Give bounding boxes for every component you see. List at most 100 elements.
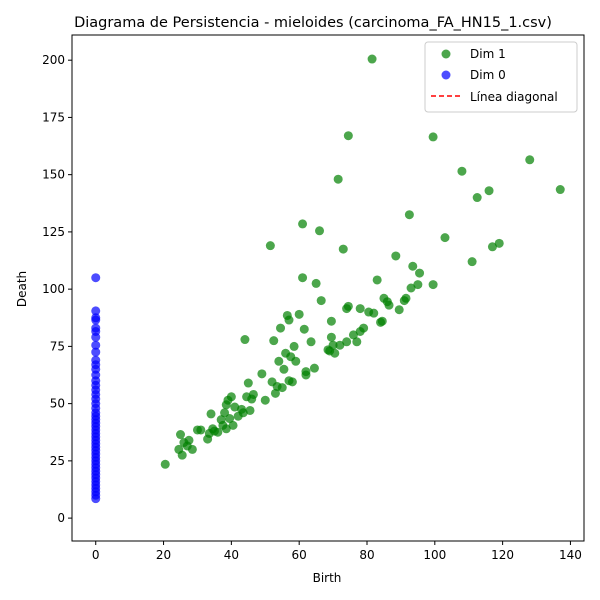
dim1-point (440, 233, 450, 243)
series-dim0 (91, 273, 101, 504)
dim1-point (243, 378, 253, 388)
dim1-point (309, 363, 319, 373)
dim1-point (240, 335, 250, 345)
dim1-point (289, 341, 299, 351)
dim1-point (394, 305, 404, 315)
y-tick-label: 125 (42, 225, 65, 239)
dim1-point (187, 444, 197, 454)
dim1-point (406, 283, 416, 293)
dim1-point (352, 337, 362, 347)
legend-label-diagonal: Línea diagonal (470, 90, 558, 104)
dim1-point (428, 280, 438, 290)
dim1-point (196, 425, 206, 435)
dim1-point (415, 268, 425, 278)
dim1-point (369, 308, 379, 318)
dim1-point (384, 300, 394, 310)
dim1-point (343, 301, 353, 311)
dim1-point (525, 155, 535, 165)
dim1-point (555, 185, 565, 195)
dim1-point (338, 244, 348, 254)
plot-area (71, 34, 585, 542)
x-tick-label: 40 (224, 548, 239, 562)
y-tick-label: 150 (42, 168, 65, 182)
legend-marker-dim1 (441, 49, 451, 59)
y-tick-label: 100 (42, 282, 65, 296)
dim1-point (269, 336, 279, 346)
dim1-point (230, 402, 240, 412)
dim1-point (213, 427, 223, 437)
legend-marker-dim0 (441, 70, 451, 80)
x-tick-label: 20 (156, 548, 171, 562)
dim1-point (228, 420, 238, 430)
dim1-point (355, 304, 365, 314)
dim1-point (274, 356, 284, 366)
dim1-point (298, 273, 308, 283)
legend-label-dim0: Dim 0 (470, 68, 506, 82)
dim0-point (91, 323, 101, 333)
dim1-point (248, 389, 258, 399)
dim1-point (401, 293, 411, 303)
dim1-point (333, 174, 343, 184)
dim1-point (391, 251, 401, 261)
dim1-point (343, 131, 353, 141)
dim1-point (160, 459, 170, 469)
dim1-point (176, 430, 186, 440)
x-tick-label: 100 (423, 548, 446, 562)
dim1-point (484, 186, 494, 196)
dim1-point (206, 409, 216, 419)
dim1-point (291, 356, 301, 366)
dim1-point (177, 450, 187, 460)
dim0-point (91, 340, 101, 350)
dim1-point (298, 219, 308, 229)
x-axis-ticks: 0 20 40 60 80 100 120 140 (92, 541, 582, 562)
dim1-point (342, 337, 352, 347)
dim1-point (315, 226, 325, 236)
dim1-point (184, 435, 194, 445)
x-tick-label: 0 (92, 548, 100, 562)
dim1-point (284, 315, 294, 325)
dim1-point (457, 166, 467, 176)
legend-frame (424, 41, 578, 113)
dim1-point (279, 364, 289, 374)
y-tick-label: 50 (50, 397, 65, 411)
dim1-point (326, 332, 336, 342)
dim1-point (277, 383, 287, 393)
dim1-point (404, 210, 414, 220)
dim1-point (316, 296, 326, 306)
dim1-point (306, 337, 316, 347)
legend-label-dim1: Dim 1 (470, 47, 506, 61)
dim1-point (270, 388, 280, 398)
y-tick-label: 175 (42, 110, 65, 124)
dim0-point (91, 355, 101, 365)
y-tick-label: 0 (57, 511, 65, 525)
dim1-point (299, 324, 309, 334)
y-axis-label: Death (15, 271, 29, 307)
dim1-point (359, 323, 369, 333)
dim1-point (311, 278, 321, 288)
plot-frame (71, 34, 585, 542)
dim1-point (260, 395, 270, 405)
dim1-point (413, 280, 423, 290)
dim1-point (328, 340, 338, 350)
x-axis-label: Birth (313, 571, 342, 585)
x-tick-label: 140 (559, 548, 582, 562)
dim1-point (372, 275, 382, 285)
y-tick-label: 75 (50, 339, 65, 353)
dim1-point (245, 405, 255, 415)
dim1-point (377, 316, 387, 326)
y-tick-label: 200 (42, 53, 65, 67)
dim0-point (91, 347, 101, 357)
dim1-point (408, 261, 418, 271)
dim1-point (494, 238, 504, 248)
dim1-point (276, 323, 286, 333)
dim1-point (225, 414, 235, 424)
x-tick-label: 80 (359, 548, 374, 562)
legend: Dim 1 Dim 0 Línea diagonal (424, 41, 578, 113)
dim1-point (348, 330, 358, 340)
dim0-point (91, 313, 101, 323)
dim1-point (472, 193, 482, 203)
dim1-point (226, 392, 236, 402)
dim0-point (91, 273, 101, 283)
dim1-point (301, 370, 311, 380)
dim1-point (367, 54, 377, 64)
